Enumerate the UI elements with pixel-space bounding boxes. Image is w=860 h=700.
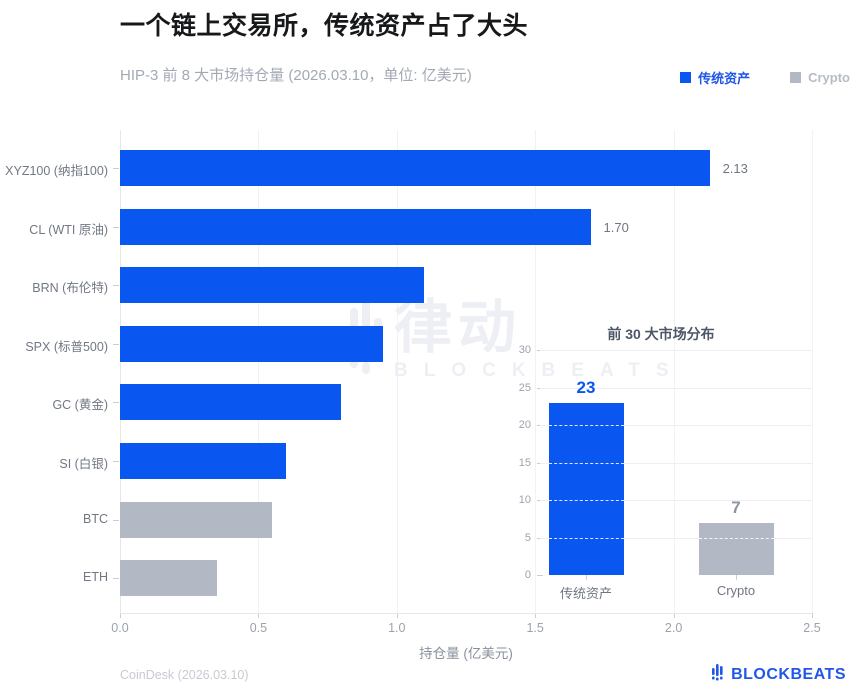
inset-bar-value-label: 7: [731, 497, 741, 517]
bar: [120, 560, 217, 597]
y-axis-line: [120, 130, 121, 613]
gridline-over-bar: [548, 425, 624, 426]
inset-gridline: [540, 500, 812, 501]
category-label: BRN (布伦特): [32, 281, 108, 296]
category-label: XYZ100 (纳指100): [5, 164, 108, 178]
gridline: [396, 130, 398, 613]
blockbeats-logo-text: BLOCKBEATS: [731, 665, 846, 683]
inset-y-tick-label: 25: [518, 381, 531, 394]
legend: 传统资产 Crypto: [680, 68, 850, 87]
inset-bar: [698, 522, 774, 575]
legend-label-traditional: 传统资产: [698, 71, 751, 86]
x-tick: [812, 613, 813, 618]
legend-swatch-crypto-icon: [790, 72, 802, 83]
category-label: BTC: [83, 511, 108, 526]
legend-label-crypto: Crypto: [808, 70, 850, 85]
x-tick-label: 0.0: [111, 621, 129, 635]
bar: [120, 208, 591, 245]
page-title: 一个链上交易所，传统资产占了大头: [120, 12, 529, 40]
inset-x-tick: [586, 575, 587, 580]
category-label: SPX (标普500): [25, 339, 108, 354]
legend-item-crypto: Crypto: [790, 70, 850, 85]
category-label: SI (白银): [59, 457, 108, 472]
bar: [120, 267, 425, 304]
x-tick-label: 1.0: [388, 621, 406, 635]
bar-value-label: 2.13: [722, 161, 748, 176]
inset-x-tick-label: 传统资产: [559, 586, 612, 601]
x-axis-line: [120, 613, 812, 614]
inset-y-tick: [537, 575, 543, 576]
source-note: CoinDesk (2026.03.10): [120, 668, 249, 682]
watermark-en-text: BLOCKBEATS: [394, 360, 685, 381]
gridline: [258, 130, 260, 613]
inset-bar: [548, 402, 624, 575]
blockbeats-logo: BLOCKBEATS: [712, 663, 846, 686]
inset-x-tick-label: Crypto: [716, 583, 756, 598]
category-tick: [113, 519, 119, 521]
gridline-over-bar: [548, 500, 624, 501]
gridline-over-bar: [548, 462, 624, 464]
bar: [120, 150, 710, 186]
inset-y-tick-label: 15: [518, 456, 531, 469]
inset-y-tick-label: 20: [518, 419, 531, 431]
inset-y-tick-label: 30: [518, 344, 531, 356]
inset-gridline: [540, 350, 812, 351]
category-tick: [113, 461, 119, 463]
inset-chart-title: 前 30 大市场分布: [607, 326, 715, 342]
category-tick: [113, 578, 119, 580]
watermark-cn-text: 律动: [394, 295, 523, 360]
gridline-over-bar: [698, 537, 774, 539]
x-axis-title: 持仓量 (亿美元): [419, 646, 513, 661]
chart-subtitle: HIP-3 前 8 大市场持仓量 (2026.03.10，单位: 亿美元): [120, 67, 472, 84]
bar-value-label: 1.70: [603, 219, 629, 235]
category-label: ETH: [83, 570, 108, 585]
x-tick-label: 2.0: [664, 621, 683, 635]
category-tick: [113, 285, 119, 287]
category-label: CL (WTI 原油): [29, 222, 108, 237]
category-label: GC (黄金): [52, 398, 108, 413]
inset-gridline: [540, 387, 812, 389]
bar: [120, 384, 342, 421]
inset-x-tick: [736, 575, 737, 580]
legend-item-traditional: 传统资产: [680, 68, 750, 87]
category-tick: [113, 168, 119, 169]
inset-y-tick-label: 0: [524, 569, 531, 581]
gridline: [673, 130, 675, 613]
inset-gridline: [540, 537, 812, 539]
x-tick-label: 0.5: [249, 621, 268, 635]
gridline: [812, 130, 813, 613]
legend-swatch-traditional-icon: [680, 72, 692, 83]
x-tick: [120, 613, 121, 618]
gridline: [535, 130, 537, 613]
x-tick-label: 1.5: [526, 621, 544, 635]
x-tick: [258, 613, 260, 618]
inset-y-tick-label: 5: [524, 531, 531, 544]
x-tick: [535, 613, 537, 618]
bar: [120, 501, 273, 538]
bar: [120, 325, 383, 362]
bar: [120, 443, 287, 480]
inset-gridline: [540, 425, 812, 426]
x-tick: [396, 613, 398, 618]
inset-bar-value-label: 23: [576, 377, 596, 397]
category-tick: [113, 226, 119, 228]
inset-y-tick-label: 10: [518, 494, 531, 506]
x-tick-label: 2.5: [803, 621, 821, 635]
inset-gridline: [540, 462, 812, 464]
x-tick: [673, 613, 675, 618]
category-tick: [113, 402, 119, 404]
gridline-over-bar: [548, 537, 624, 539]
blockbeats-equalizer-icon: [712, 663, 726, 686]
category-tick: [113, 343, 119, 345]
